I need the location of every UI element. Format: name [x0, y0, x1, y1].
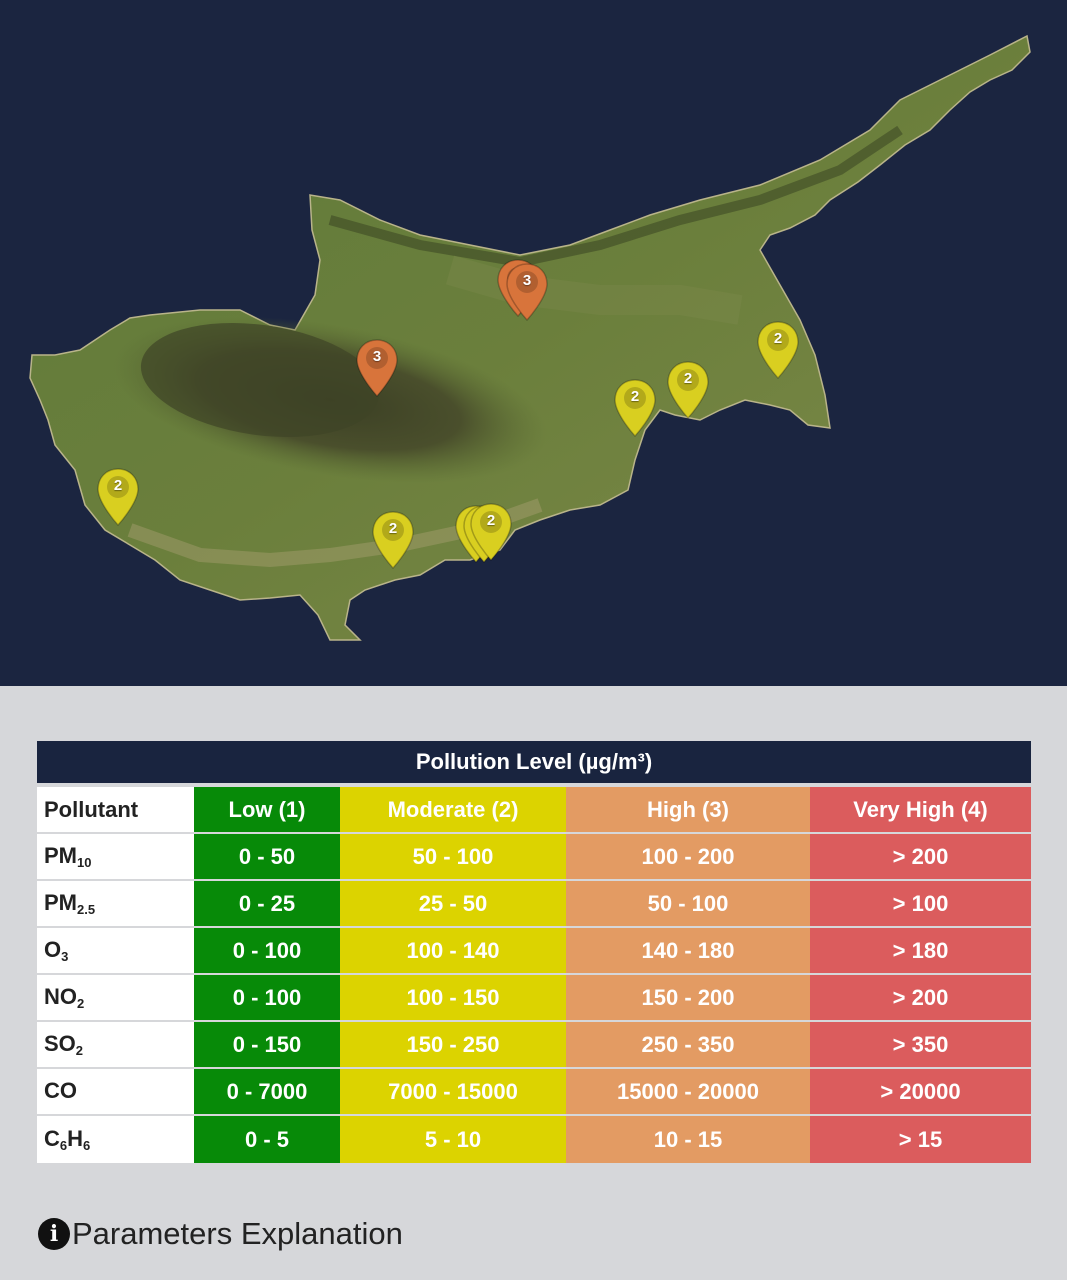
- table-row: C6H6 0 - 5 5 - 10 10 - 15 > 15: [37, 1116, 1031, 1163]
- header-pollutant: Pollutant: [37, 787, 194, 834]
- map-marker-high[interactable]: 3: [355, 338, 399, 398]
- legend-panel: Pollution Level (µg/m³) Pollutant Low (1…: [0, 686, 1067, 1280]
- marker-level-label: 2: [388, 520, 398, 537]
- very-high-range: > 100: [810, 881, 1031, 928]
- pollutant-name: PM10: [37, 834, 194, 881]
- very-high-range: > 15: [810, 1116, 1031, 1163]
- map-marker-moderate[interactable]: 2: [756, 320, 800, 380]
- high-range: 100 - 200: [566, 834, 810, 881]
- low-range: 0 - 7000: [194, 1069, 340, 1116]
- satellite-map[interactable]: 33322222222: [0, 0, 1067, 686]
- very-high-range: > 180: [810, 928, 1031, 975]
- moderate-range: 7000 - 15000: [340, 1069, 566, 1116]
- parameters-explanation-label: Parameters Explanation: [72, 1216, 403, 1251]
- moderate-range: 150 - 250: [340, 1022, 566, 1069]
- parameters-explanation-link[interactable]: i Parameters Explanation: [38, 1214, 403, 1254]
- moderate-range: 25 - 50: [340, 881, 566, 928]
- table-row: PM2.5 0 - 25 25 - 50 50 - 100 > 100: [37, 881, 1031, 928]
- high-range: 250 - 350: [566, 1022, 810, 1069]
- header-low: Low (1): [194, 787, 340, 834]
- pollutant-name: CO: [37, 1069, 194, 1116]
- table-header-row: Pollutant Low (1) Moderate (2) High (3) …: [37, 787, 1031, 834]
- low-range: 0 - 100: [194, 928, 340, 975]
- header-very-high: Very High (4): [810, 787, 1031, 834]
- header-high: High (3): [566, 787, 810, 834]
- marker-level-label: 3: [372, 348, 382, 365]
- marker-level-label: 2: [773, 330, 783, 347]
- marker-level-label: 2: [683, 370, 693, 387]
- moderate-range: 50 - 100: [340, 834, 566, 881]
- pollutant-name: O3: [37, 928, 194, 975]
- map-pin-icon: [356, 339, 398, 398]
- high-range: 10 - 15: [566, 1116, 810, 1163]
- map-pin-icon: [470, 503, 512, 562]
- marker-level-label: 2: [113, 477, 123, 494]
- table-row: PM10 0 - 50 50 - 100 100 - 200 > 200: [37, 834, 1031, 881]
- table-row: CO 0 - 7000 7000 - 15000 15000 - 20000 >…: [37, 1069, 1031, 1116]
- map-pin-icon: [614, 379, 656, 438]
- map-pin-icon: [372, 511, 414, 570]
- table-row: NO2 0 - 100 100 - 150 150 - 200 > 200: [37, 975, 1031, 1022]
- map-marker-moderate[interactable]: 2: [371, 510, 415, 570]
- header-moderate: Moderate (2): [340, 787, 566, 834]
- map-marker-moderate[interactable]: 2: [666, 360, 710, 420]
- moderate-range: 100 - 150: [340, 975, 566, 1022]
- low-range: 0 - 50: [194, 834, 340, 881]
- moderate-range: 100 - 140: [340, 928, 566, 975]
- table-row: O3 0 - 100 100 - 140 140 - 180 > 180: [37, 928, 1031, 975]
- marker-level-label: 2: [630, 388, 640, 405]
- marker-level-label: 3: [522, 272, 532, 289]
- very-high-range: > 200: [810, 975, 1031, 1022]
- pollutant-name: SO2: [37, 1022, 194, 1069]
- map-marker-moderate[interactable]: 2: [613, 378, 657, 438]
- map-marker-moderate[interactable]: 2: [469, 502, 513, 562]
- moderate-range: 5 - 10: [340, 1116, 566, 1163]
- high-range: 150 - 200: [566, 975, 810, 1022]
- map-pin-icon: [97, 468, 139, 527]
- pollutant-name: NO2: [37, 975, 194, 1022]
- pollutant-name: C6H6: [37, 1116, 194, 1163]
- table-title: Pollution Level (µg/m³): [37, 741, 1031, 787]
- pollutant-name: PM2.5: [37, 881, 194, 928]
- very-high-range: > 350: [810, 1022, 1031, 1069]
- marker-level-label: 2: [486, 512, 496, 529]
- low-range: 0 - 5: [194, 1116, 340, 1163]
- cyprus-island-satellite: [29, 34, 1031, 641]
- map-pin-icon: [506, 263, 548, 322]
- very-high-range: > 20000: [810, 1069, 1031, 1116]
- map-pin-icon: [757, 321, 799, 380]
- table-row: SO2 0 - 150 150 - 250 250 - 350 > 350: [37, 1022, 1031, 1069]
- map-marker-moderate[interactable]: 2: [96, 467, 140, 527]
- map-marker-high[interactable]: 3: [505, 262, 549, 322]
- low-range: 0 - 150: [194, 1022, 340, 1069]
- low-range: 0 - 25: [194, 881, 340, 928]
- map-pin-icon: [667, 361, 709, 420]
- high-range: 15000 - 20000: [566, 1069, 810, 1116]
- high-range: 140 - 180: [566, 928, 810, 975]
- very-high-range: > 200: [810, 834, 1031, 881]
- pollution-level-table: Pollution Level (µg/m³) Pollutant Low (1…: [37, 741, 1031, 1163]
- low-range: 0 - 100: [194, 975, 340, 1022]
- high-range: 50 - 100: [566, 881, 810, 928]
- info-circle-icon: i: [38, 1218, 70, 1250]
